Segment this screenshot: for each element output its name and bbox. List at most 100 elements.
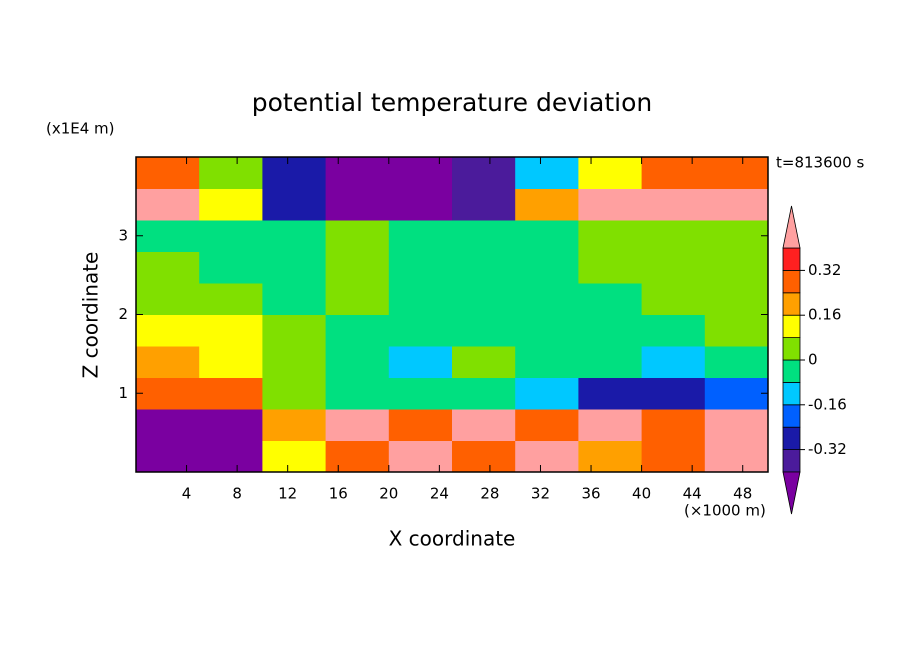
colorbar-tick-label: 0.32 <box>808 261 841 279</box>
field-cell <box>515 377 579 410</box>
field-cell <box>136 377 200 410</box>
field-cell <box>452 440 516 473</box>
x-tick-label: 28 <box>480 485 499 503</box>
field-cell <box>136 409 200 441</box>
field-cell <box>578 346 643 378</box>
field-cell <box>515 440 579 473</box>
y-unit: (x1E4 m) <box>46 120 115 138</box>
y-tick-label: 2 <box>118 305 128 323</box>
field-cell <box>388 314 453 347</box>
annotation: t=813600 s <box>776 154 864 172</box>
colorbar-box <box>782 404 801 428</box>
field-cell <box>136 188 200 221</box>
field-cell <box>325 377 390 410</box>
field-cell <box>136 283 200 315</box>
colorbar-tick-label: -0.32 <box>808 440 847 458</box>
colorbar-box <box>782 381 801 406</box>
y-tick-label: 3 <box>118 226 128 244</box>
field-cell <box>262 157 327 189</box>
field-cell <box>388 251 453 284</box>
field-cell <box>578 157 643 189</box>
field-cell <box>578 377 643 410</box>
colorbar-box <box>782 359 801 383</box>
field-cell <box>578 314 643 347</box>
colorbar-box <box>782 314 801 339</box>
field-cell <box>515 409 579 441</box>
field-cell <box>641 409 706 441</box>
x-tick-label: 12 <box>278 485 297 503</box>
field-cell <box>199 157 263 189</box>
field-cell <box>199 283 263 315</box>
field-cell <box>388 220 453 252</box>
colorbar-box <box>782 449 801 473</box>
field-cell <box>641 440 706 473</box>
field-cell <box>578 251 643 284</box>
field-cell <box>452 251 516 284</box>
field-cell <box>325 188 390 221</box>
field-cell <box>578 188 643 221</box>
x-tick-label: 16 <box>329 485 348 503</box>
colorbar-box <box>782 269 801 294</box>
field-cell <box>515 314 579 347</box>
field-cell <box>325 251 390 284</box>
field-cell <box>641 377 706 410</box>
x-tick-label: 8 <box>232 485 242 503</box>
chart-title: potential temperature deviation <box>252 88 652 117</box>
colorbar-box <box>782 426 801 451</box>
field-cell <box>388 157 453 189</box>
field-cell <box>641 314 706 347</box>
colorbar-tick-label: 0.16 <box>808 306 841 324</box>
field-cell <box>325 157 390 189</box>
field-cell <box>136 251 200 284</box>
field-cell <box>262 377 327 410</box>
colorbar-box <box>782 337 801 361</box>
x-tick-label: 48 <box>733 485 752 503</box>
field-cell <box>641 283 706 315</box>
field-cell <box>641 188 706 221</box>
field-cell <box>262 346 327 378</box>
field-cell <box>704 220 769 252</box>
x-tick-label: 20 <box>379 485 398 503</box>
x-tick-label: 40 <box>632 485 651 503</box>
field-cell <box>199 377 263 410</box>
field-cell <box>704 409 769 441</box>
field-cell <box>641 157 706 189</box>
field-cell <box>199 346 263 378</box>
field-cell <box>325 409 390 441</box>
field-cell <box>515 157 579 189</box>
y-tick-label: 1 <box>118 384 128 402</box>
field-cell <box>136 440 200 473</box>
field-cell <box>199 314 263 347</box>
field-cell <box>262 440 327 473</box>
field-cell <box>515 188 579 221</box>
y-axis-label: Z coordinate <box>79 252 103 379</box>
field-cell <box>388 346 453 378</box>
field-cell <box>704 346 769 378</box>
field-cell <box>199 440 263 473</box>
colorbar-tick-label: 0 <box>808 351 818 369</box>
x-tick-label: 4 <box>182 485 192 503</box>
field-cell <box>199 220 263 252</box>
field-cell <box>262 188 327 221</box>
x-unit: (×1000 m) <box>684 502 766 520</box>
field-cell <box>578 220 643 252</box>
colorbar-box <box>782 292 801 316</box>
field-cell <box>578 283 643 315</box>
colorbar-box <box>782 247 801 271</box>
field-cell <box>325 283 390 315</box>
field-cell <box>262 220 327 252</box>
field-cell <box>325 314 390 347</box>
field-cell <box>325 440 390 473</box>
field-cell <box>515 346 579 378</box>
field-cell <box>641 220 706 252</box>
field-cell <box>515 220 579 252</box>
field-cell <box>704 188 769 221</box>
field-cell <box>388 409 453 441</box>
field-cell <box>136 157 200 189</box>
field-cell <box>452 220 516 252</box>
field-cell <box>262 409 327 441</box>
field-cell <box>136 346 200 378</box>
field-cell <box>641 346 706 378</box>
field-cell <box>452 346 516 378</box>
